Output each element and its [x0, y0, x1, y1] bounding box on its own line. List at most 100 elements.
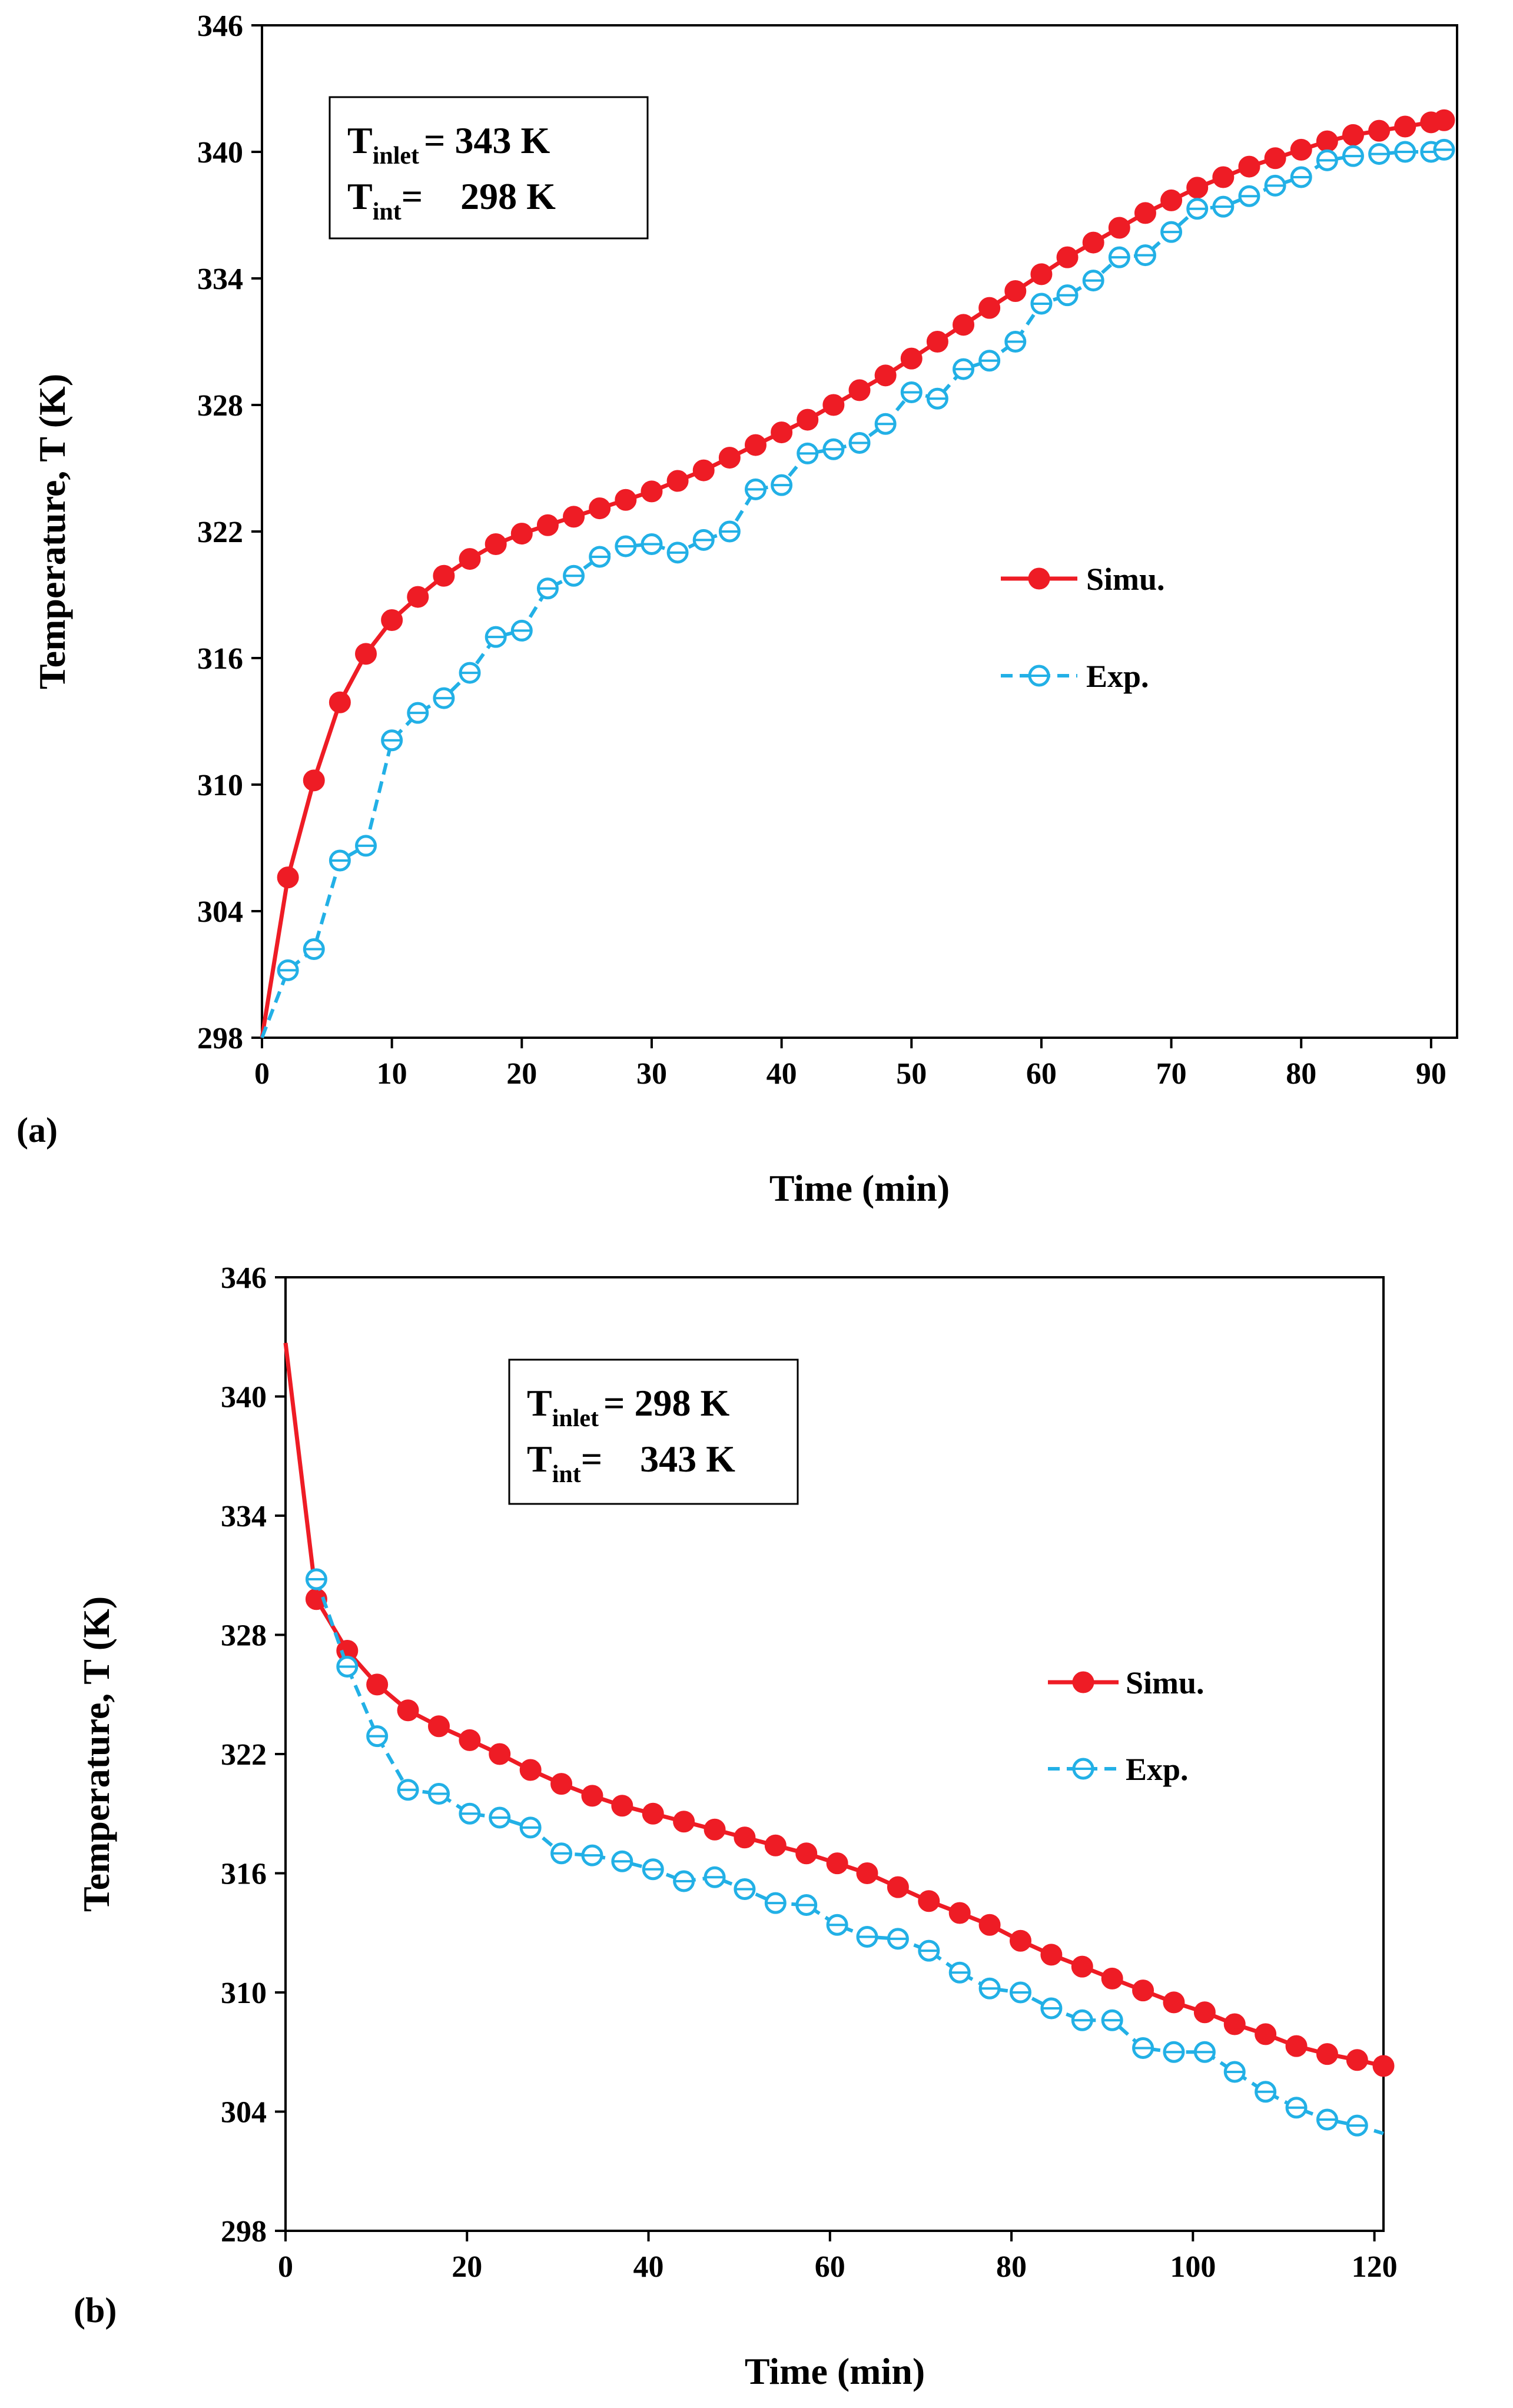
annotation-b-line2-sub: int — [552, 1461, 581, 1488]
x-tick-label: 120 — [1352, 2250, 1398, 2284]
x-tick-label: 70 — [1156, 1057, 1187, 1091]
data-point-simu — [1056, 246, 1079, 268]
data-point-exp — [887, 1928, 909, 1950]
x-tick-label: 80 — [996, 2250, 1027, 2284]
data-point-simu — [744, 434, 767, 456]
data-point-exp — [510, 619, 533, 642]
data-point-simu — [1071, 1955, 1093, 1978]
data-point-simu — [1290, 138, 1312, 161]
x-axis-label-b: Time (min) — [745, 2350, 925, 2392]
data-point-simu — [1394, 115, 1416, 138]
data-point-exp — [1134, 244, 1156, 267]
panel-label-a: (a) — [16, 1111, 58, 1150]
data-point-exp — [329, 849, 351, 872]
data-point-simu — [563, 506, 585, 528]
data-point-exp — [1255, 2081, 1277, 2103]
data-point-simu — [887, 1876, 909, 1898]
data-point-exp — [642, 1858, 664, 1881]
y-tick-label: 328 — [197, 389, 243, 423]
chart-a: 298 304 310 316 322 328 334 340 346 0 10 20 30 40 50 6… — [16, 9, 1458, 1209]
annotation-box-a: Tinlet = 343 K Tint= 298 K — [329, 96, 649, 240]
data-point-simu — [1186, 177, 1209, 199]
x-tick-label: 10 — [377, 1057, 407, 1091]
y-tick-label: 316 — [221, 1858, 267, 1891]
data-point-exp — [1394, 141, 1416, 163]
x-tick-label: 40 — [633, 2250, 664, 2284]
data-point-exp — [1346, 2114, 1368, 2137]
data-point-simu — [771, 421, 793, 444]
data-point-exp — [918, 1939, 940, 1962]
data-point-exp — [489, 1806, 511, 1829]
data-point-exp — [303, 938, 325, 960]
chart-b: 298 304 310 316 322 328 334 340 346 0 20 40 60 80 100… — [74, 1261, 1398, 2392]
x-ticks-b: 0 20 40 60 80 100 120 — [278, 2231, 1398, 2284]
data-point-simu — [1368, 119, 1391, 142]
annotation-b-line1-sub: inlet — [552, 1405, 599, 1432]
data-point-exp — [874, 413, 897, 435]
y-tick-label: 322 — [221, 1738, 267, 1772]
y-tick-label: 304 — [197, 895, 243, 929]
y-tick-label: 340 — [197, 136, 243, 170]
annotation-a-line2-value: = 298 K — [402, 175, 556, 217]
data-point-simu — [1082, 231, 1104, 254]
data-point-exp — [666, 542, 689, 564]
data-point-exp — [1290, 166, 1312, 188]
y-tick-label: 304 — [221, 2096, 267, 2130]
annotation-a-line2-t: T — [347, 175, 373, 217]
data-point-simu — [1009, 1929, 1031, 1952]
data-point-exp — [1009, 1981, 1031, 2004]
annotation-box-b: Tinlet = 298 K Tint= 343 K — [508, 1359, 799, 1505]
y-ticks-b: 298 304 310 316 322 328 334 340 346 — [221, 1261, 286, 2248]
legend-b-exp: Exp. — [1126, 1752, 1189, 1787]
data-point-exp — [1212, 195, 1235, 218]
x-tick-label: 0 — [278, 2250, 293, 2284]
data-point-simu — [856, 1862, 878, 1884]
data-point-simu — [489, 1743, 511, 1765]
data-point-exp — [459, 662, 481, 684]
data-point-simu — [366, 1673, 389, 1696]
x-tick-label: 40 — [767, 1057, 797, 1091]
legend-a: Simu. Exp. — [1001, 562, 1165, 694]
data-point-simu — [510, 523, 533, 545]
data-point-exp — [1056, 284, 1079, 307]
data-point-simu — [764, 1834, 787, 1856]
data-point-exp — [797, 442, 819, 464]
data-point-exp — [1132, 2037, 1154, 2059]
data-point-simu — [1101, 1967, 1123, 1989]
data-point-simu — [589, 497, 611, 520]
y-tick-label: 298 — [197, 1022, 243, 1055]
data-point-simu — [704, 1818, 726, 1841]
data-point-simu — [1004, 280, 1027, 302]
x-ticks-a: 0 10 20 30 40 50 60 70 80 90 — [254, 1038, 1446, 1091]
data-point-simu — [433, 564, 455, 587]
x-tick-label: 60 — [1026, 1057, 1057, 1091]
data-point-exp — [1264, 174, 1286, 197]
annotation-b-line1-value: = 298 K — [603, 1382, 729, 1424]
data-point-simu — [1316, 2043, 1338, 2065]
data-point-simu — [1212, 166, 1235, 188]
x-axis-label-a: Time (min) — [769, 1167, 950, 1209]
data-point-exp — [1368, 143, 1391, 165]
data-point-exp — [978, 1977, 1001, 2000]
x-tick-label: 60 — [815, 2250, 845, 2284]
svg-text:Tinlet= 298 K: Tinlet = 298 K — [527, 1382, 729, 1432]
data-point-exp — [397, 1779, 419, 1801]
data-point-exp — [948, 1961, 971, 1984]
data-point-simu — [615, 489, 637, 511]
data-point-simu — [948, 1902, 971, 1924]
data-point-exp — [1101, 2009, 1123, 2031]
data-point-simu — [826, 1852, 848, 1875]
data-point-exp — [795, 1894, 818, 1916]
y-ticks-a: 298 304 310 316 322 328 334 340 346 — [197, 9, 262, 1055]
data-point-exp — [718, 520, 741, 543]
data-point-simu — [459, 1729, 481, 1751]
data-point-simu — [459, 548, 481, 570]
data-point-exp — [589, 546, 611, 568]
data-point-simu — [1316, 130, 1338, 152]
data-point-simu — [692, 459, 715, 481]
annotation-b-line2-t: T — [527, 1438, 552, 1480]
x-tick-label: 20 — [506, 1057, 537, 1091]
y-tick-label: 346 — [197, 9, 243, 43]
y-tick-label: 316 — [197, 642, 243, 676]
